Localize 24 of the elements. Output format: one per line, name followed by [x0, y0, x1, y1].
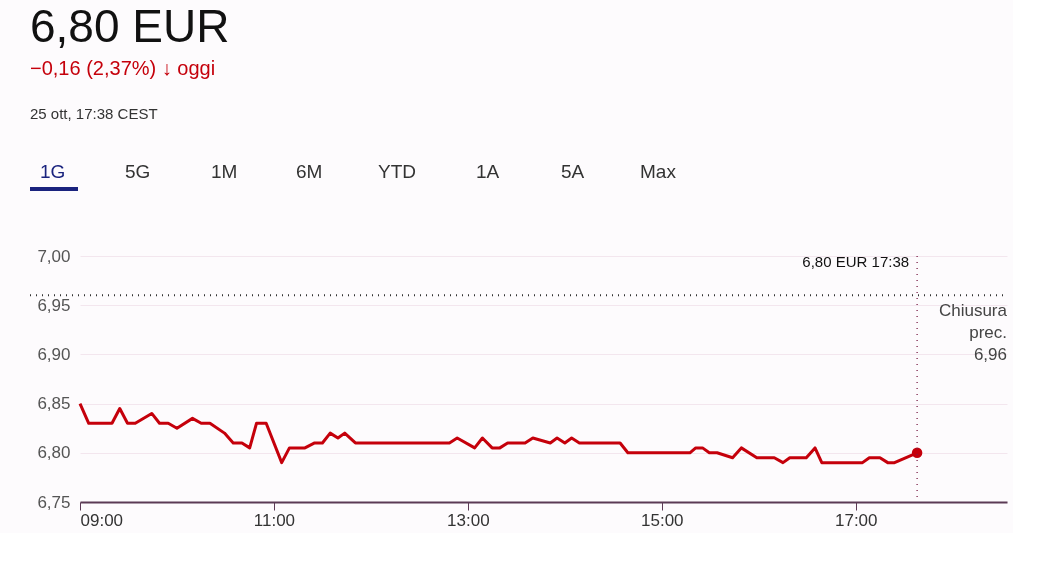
x-tick-label: 11:00 [253, 510, 296, 530]
y-tick-label: 6,95 [37, 295, 71, 315]
text: 25 ott, 17:38 CEST [30, 105, 158, 122]
y-tick-label: 6,85 [37, 394, 71, 414]
annotation: 6,80 EUR 17:38 [802, 253, 910, 270]
x-tick-label: 17:00 [834, 510, 878, 530]
chart-title: 6,80 EUR [30, 0, 230, 52]
text: 1M [211, 161, 238, 182]
text: 1G [40, 161, 66, 182]
text: 6M [296, 161, 323, 182]
x-tick-label: 15:00 [641, 510, 684, 530]
x-tick-label: 09:00 [80, 510, 124, 530]
text: Max [640, 161, 677, 182]
y-tick-label: 7,00 [37, 246, 71, 266]
ref-line-label: Chiusura prec. 6,96 [938, 301, 1008, 365]
y-tick-label: 6,75 [37, 492, 71, 512]
x-tick-label: 13:00 [447, 510, 490, 530]
text: 5G [125, 161, 151, 182]
text: YTD [378, 161, 416, 182]
text: 5A [561, 161, 585, 182]
y-tick-label: 6,80 [37, 443, 71, 463]
chart-subtitle: −0,16 (2,37%) ↓ oggi [30, 57, 216, 79]
y-tick-label: 6,90 [37, 344, 71, 364]
text: 1A [476, 161, 500, 182]
